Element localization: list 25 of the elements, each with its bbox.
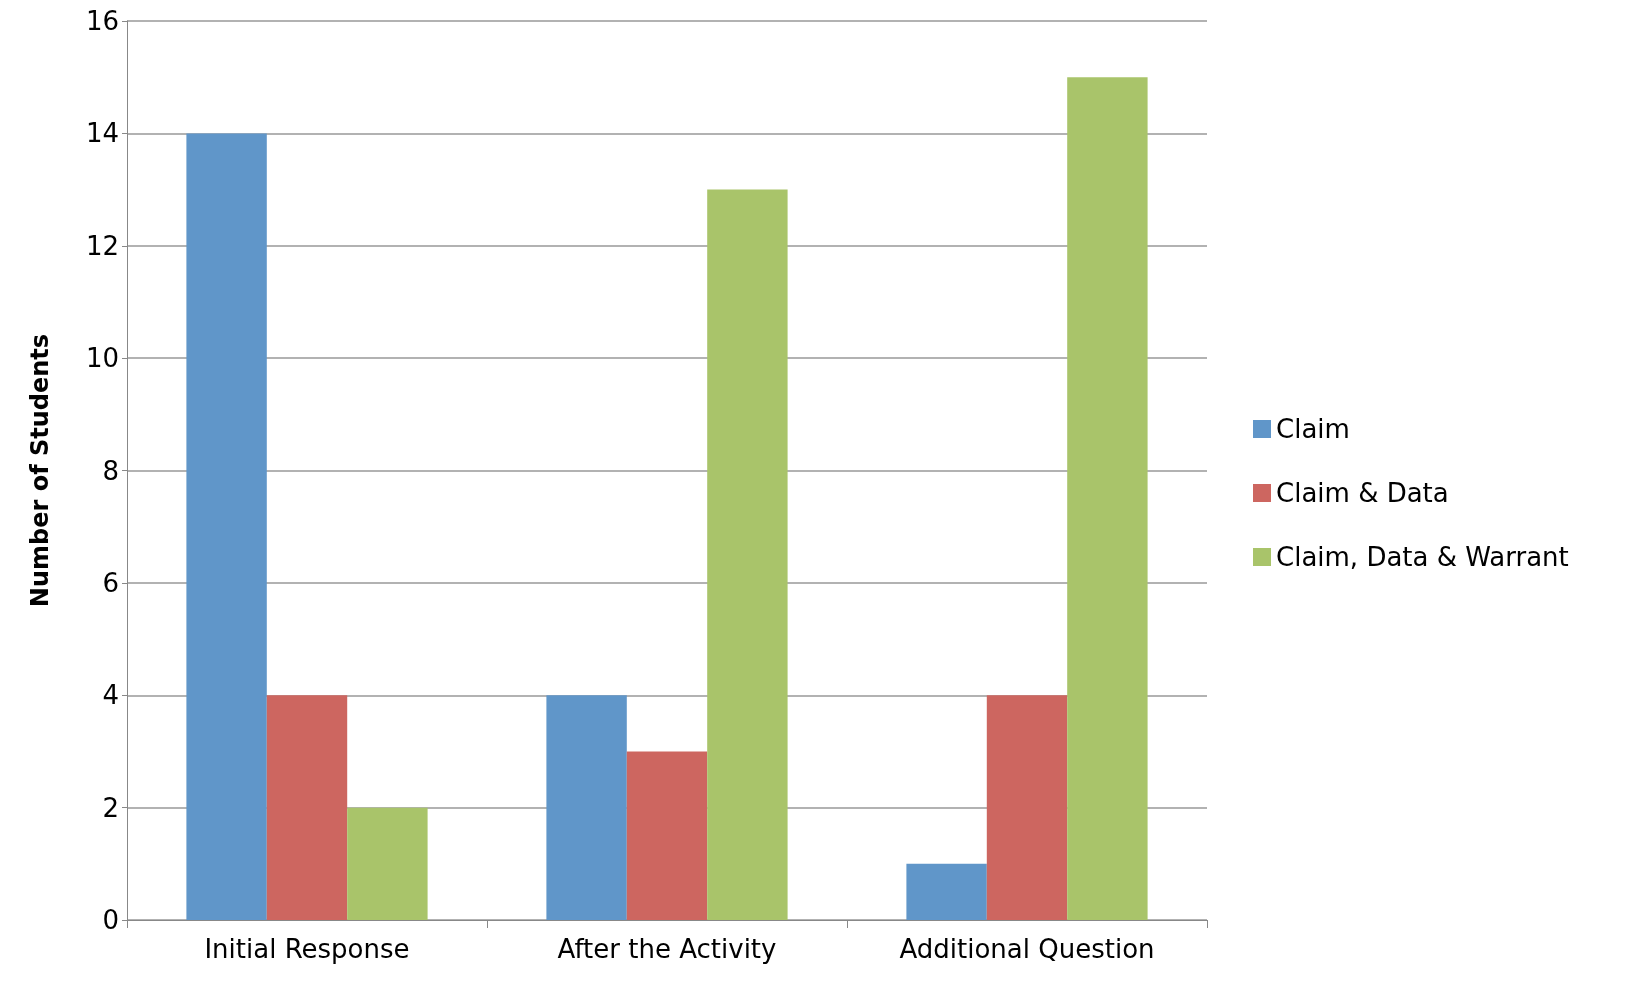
y-tick-label: 12 [85,230,119,261]
y-tick-label: 10 [85,343,119,374]
y-tick-label: 0 [102,905,119,935]
bar [347,807,428,920]
x-tick-label: After the Activity [557,934,777,964]
bar [626,751,708,920]
x-tick-label: Initial Response [204,934,410,964]
y-tick-label: 8 [102,455,119,486]
y-tick-label: 2 [102,792,119,823]
bar [906,863,987,920]
bar [1067,77,1148,920]
bar [266,695,348,920]
legend-label: Claim, Data & Warrant [1276,542,1569,572]
bar [186,133,267,920]
y-tick-label: 16 [85,6,119,36]
y-axis-title: Number of Students [26,333,54,608]
bar [546,695,627,920]
y-tick-label: 4 [102,680,119,711]
y-tick-label: 6 [102,567,119,598]
y-tick-label: 14 [85,118,119,149]
x-tick-label: Additional Question [899,934,1155,964]
bar [707,189,788,920]
bar [986,695,1068,920]
legend-label: Claim [1276,414,1350,444]
legend-label: Claim & Data [1276,478,1449,508]
